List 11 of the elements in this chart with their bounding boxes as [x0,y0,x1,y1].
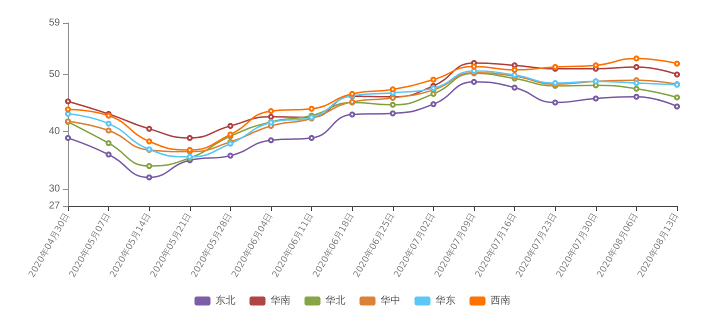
y-tick-label: 27 [48,200,60,212]
legend-label: 西南 [490,294,510,306]
legend-label: 华东 [436,294,456,306]
y-tick-label: 50 [48,68,60,80]
legend-label: 华南 [270,294,290,306]
legend-label: 华中 [380,294,400,306]
y-tick-label: 40 [48,126,60,138]
y-tick-label: 30 [48,183,60,194]
legend-label: 华北 [326,294,346,306]
legend-label: 东北 [216,294,236,306]
y-tick-label: 59 [48,18,60,28]
